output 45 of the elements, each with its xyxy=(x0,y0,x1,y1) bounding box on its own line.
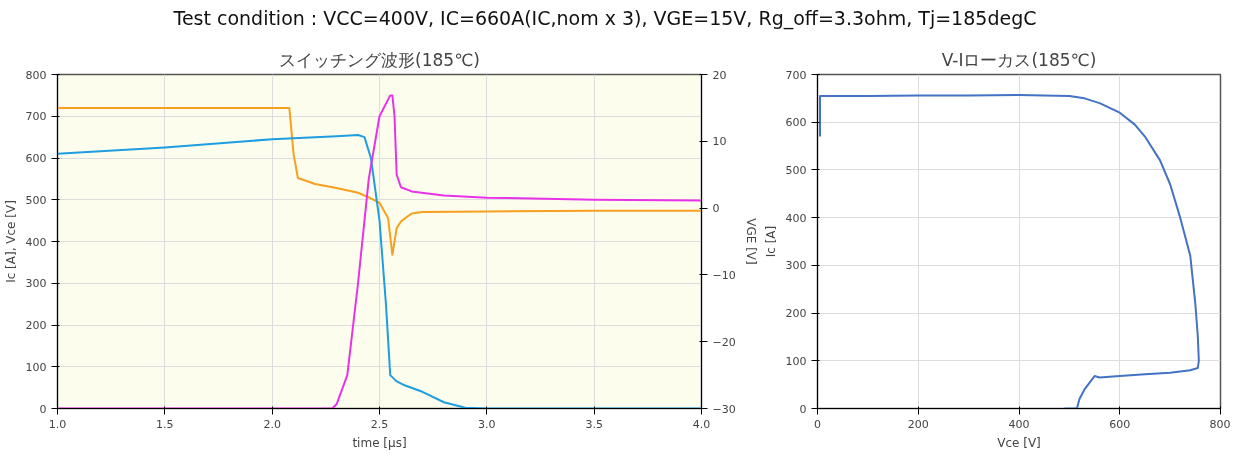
x-tick-label: 800 xyxy=(1209,417,1231,431)
y-tick-label: 100 xyxy=(785,354,807,368)
y-axis-title: Ic [A] xyxy=(763,225,778,258)
x-tick-label: 0 xyxy=(814,417,821,431)
y-tick-label: 400 xyxy=(785,211,807,225)
y2-tick-label: 0 xyxy=(712,202,720,216)
y2-tick-label: −20 xyxy=(712,335,736,349)
y-tick-label: 500 xyxy=(785,163,807,177)
y-tick-label: 300 xyxy=(785,259,807,273)
x-tick-label: 1.5 xyxy=(156,417,174,431)
text: Test condition : VCC=400V, IC=660A(IC,nom x 3), VGE=15V, Rg_off=3.3ohm, Tj=185degC xyxy=(173,6,1037,32)
x-tick-label: 3.0 xyxy=(478,417,496,431)
x-tick-label: 4.0 xyxy=(692,417,711,431)
y2-tick-label: −10 xyxy=(712,268,736,282)
y2-tick-label: 10 xyxy=(712,135,727,149)
y2-axis-title: VGE [V] xyxy=(743,218,758,265)
y-tick-label: 400 xyxy=(25,235,47,249)
x-axis-title: time [μs] xyxy=(352,435,407,450)
chart-title: スイッチング波形(185℃) xyxy=(279,49,480,70)
y-tick-label: 200 xyxy=(785,307,807,321)
line-series xyxy=(819,94,1200,409)
line-series xyxy=(57,106,702,256)
y2-tick-label: −30 xyxy=(712,402,736,416)
y-tick-label: 500 xyxy=(25,193,47,207)
y-axis-title: Ic [A], Vce [V] xyxy=(3,200,18,283)
x-tick-label: 400 xyxy=(1008,417,1030,431)
y-tick-label: 100 xyxy=(25,360,47,374)
x-tick-label: 2.5 xyxy=(370,417,389,431)
chart-title: V-Iローカス(185℃) xyxy=(941,49,1097,70)
x-tick-label: 3.5 xyxy=(585,417,603,431)
x-axis-title: Vce [V] xyxy=(997,435,1041,450)
y-tick-label: 700 xyxy=(785,68,807,82)
y-tick-label: 300 xyxy=(25,277,47,291)
y-tick-label: 0 xyxy=(799,402,807,416)
y-tick-label: 600 xyxy=(785,116,807,130)
x-tick-label: 1.0 xyxy=(48,417,67,431)
x-tick-label: 2.0 xyxy=(263,417,281,431)
y-tick-label: 0 xyxy=(39,402,47,416)
y-tick-label: 700 xyxy=(25,110,47,124)
y-tick-label: 600 xyxy=(25,152,47,165)
x-tick-label: 600 xyxy=(1109,417,1131,431)
y-tick-label: 800 xyxy=(25,68,47,82)
y-tick-label: 200 xyxy=(25,319,47,332)
y2-tick-label: 20 xyxy=(712,68,727,82)
x-tick-label: 200 xyxy=(907,417,929,431)
